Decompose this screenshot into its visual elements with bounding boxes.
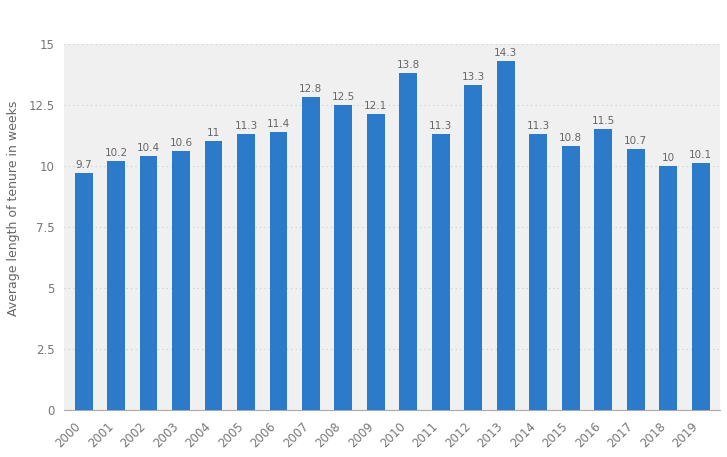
Bar — [594, 129, 612, 410]
Bar — [529, 134, 547, 410]
Bar — [399, 73, 417, 410]
Text: 10.1: 10.1 — [689, 150, 712, 160]
Bar — [367, 114, 385, 410]
Bar — [64, 7, 720, 43]
Bar — [465, 85, 482, 410]
Text: 9.7: 9.7 — [76, 160, 92, 170]
Text: 13.3: 13.3 — [462, 72, 485, 82]
Text: 10.2: 10.2 — [105, 148, 128, 158]
Bar — [691, 163, 710, 410]
Bar — [302, 97, 320, 410]
Bar — [562, 146, 579, 410]
Text: 10.8: 10.8 — [559, 133, 582, 143]
Text: 12.5: 12.5 — [332, 92, 355, 102]
Text: 11.4: 11.4 — [267, 119, 290, 128]
Y-axis label: Average length of tenure in weeks: Average length of tenure in weeks — [7, 101, 20, 316]
Bar — [627, 149, 645, 410]
Bar — [172, 151, 190, 410]
Text: 10: 10 — [662, 153, 675, 163]
Text: 10.6: 10.6 — [169, 138, 193, 148]
Text: 14.3: 14.3 — [494, 48, 518, 58]
Bar — [432, 134, 450, 410]
Bar — [204, 141, 222, 410]
Text: 12.1: 12.1 — [364, 101, 387, 112]
Text: 13.8: 13.8 — [397, 60, 420, 70]
Bar — [237, 134, 255, 410]
Text: 11.3: 11.3 — [526, 121, 550, 131]
Text: 12.8: 12.8 — [300, 85, 323, 95]
Bar — [497, 61, 515, 410]
Text: 11: 11 — [207, 128, 220, 138]
Bar — [659, 166, 677, 410]
Text: 11.3: 11.3 — [234, 121, 257, 131]
Bar — [140, 156, 158, 410]
Bar — [107, 161, 125, 410]
Bar — [334, 105, 353, 410]
Text: 11.5: 11.5 — [592, 116, 615, 126]
Bar — [75, 173, 92, 410]
Text: 11.3: 11.3 — [429, 121, 452, 131]
Bar — [270, 132, 287, 410]
Text: 10.7: 10.7 — [624, 136, 647, 146]
Text: 10.4: 10.4 — [137, 143, 160, 153]
